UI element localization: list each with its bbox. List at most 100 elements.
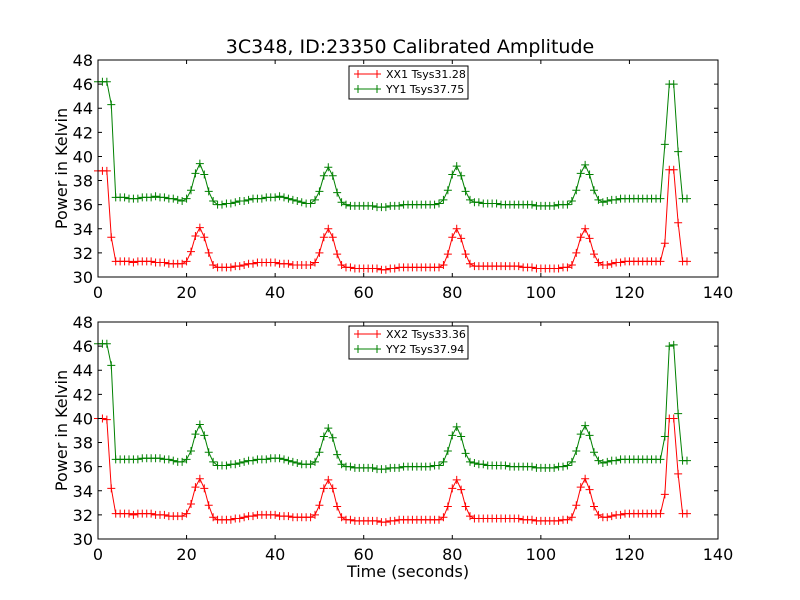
- data-point-marker: [373, 516, 381, 525]
- data-point-marker: [102, 77, 111, 86]
- data-point-marker: [133, 455, 142, 464]
- data-point-marker: [461, 187, 470, 196]
- data-point-marker: [435, 515, 443, 524]
- data-point-marker: [333, 450, 342, 459]
- data-point-marker: [337, 460, 346, 469]
- x-tick-label: 100: [526, 545, 557, 564]
- data-point-marker: [443, 446, 452, 455]
- data-point-marker: [567, 197, 576, 206]
- data-point-marker: [514, 514, 523, 523]
- data-point-marker: [195, 223, 204, 232]
- data-point-marker: [191, 483, 200, 492]
- data-point-marker: [319, 171, 328, 180]
- data-point-marker: [209, 513, 218, 522]
- data-point-marker: [204, 187, 213, 196]
- data-point-marker: [182, 509, 191, 518]
- x-tick-label: 80: [442, 545, 462, 564]
- data-point-marker: [461, 250, 470, 259]
- data-point-marker: [563, 515, 572, 524]
- data-point-marker: [293, 197, 302, 206]
- data-point-marker: [249, 259, 257, 268]
- data-point-marker: [160, 258, 169, 267]
- data-point-marker: [187, 446, 195, 455]
- data-point-marker: [324, 475, 333, 484]
- data-point-marker: [129, 258, 138, 267]
- data-point-marker: [337, 513, 346, 522]
- data-point-marker: [669, 340, 678, 349]
- data-point-marker: [390, 516, 399, 525]
- data-point-marker: [315, 187, 324, 196]
- data-point-marker: [598, 459, 607, 468]
- y-tick-label: 46: [73, 337, 93, 356]
- data-point-marker: [563, 263, 572, 272]
- data-point-marker: [324, 424, 333, 433]
- data-point-marker: [452, 224, 461, 233]
- data-point-marker: [125, 509, 133, 518]
- data-point-marker: [271, 258, 280, 267]
- bottom-axes: 0 20 40 60 80 100 120 140 30 32 34 36 38 40 42 44 46 48 Po…: [52, 313, 733, 581]
- data-point-marker: [147, 509, 156, 518]
- data-point-marker: [594, 456, 603, 465]
- data-point-marker: [448, 484, 457, 493]
- data-point-marker: [306, 460, 315, 469]
- data-point-marker: [226, 515, 235, 524]
- data-point-marker: [594, 258, 603, 267]
- data-point-marker: [669, 414, 678, 423]
- data-point-marker: [328, 433, 337, 442]
- legend-marker: [354, 85, 381, 93]
- data-point-marker: [443, 250, 452, 259]
- data-point-marker: [603, 513, 612, 522]
- data-point-marker: [262, 455, 271, 464]
- y-axis-label: Power in Kelvin: [52, 108, 71, 229]
- data-point-marker: [284, 512, 293, 521]
- data-point-marker: [479, 460, 488, 469]
- data-point-marker: [452, 475, 461, 484]
- data-point-marker: [147, 193, 156, 202]
- data-point-marker: [102, 339, 111, 348]
- data-point-marker: [448, 233, 457, 242]
- y-tick-label: 42: [73, 123, 93, 142]
- data-point-marker: [328, 484, 337, 493]
- data-point-marker: [182, 257, 191, 266]
- data-point-marker: [590, 250, 598, 259]
- y-tick-label: 30: [73, 268, 93, 287]
- data-point-marker: [187, 500, 195, 509]
- data-point-marker: [590, 186, 598, 195]
- x-tick-label: 80: [442, 283, 462, 302]
- y-tick-label: 38: [73, 172, 93, 191]
- data-point-marker: [395, 201, 404, 210]
- y-tick-label: 46: [73, 75, 93, 94]
- data-point-marker: [435, 199, 443, 208]
- data-point-marker: [572, 446, 581, 455]
- data-point-marker: [200, 170, 209, 179]
- data-point-marker: [306, 199, 315, 208]
- data-point-marker: [333, 502, 342, 511]
- data-point-marker: [319, 484, 328, 493]
- data-point-marker: [550, 463, 559, 472]
- data-point-marker: [594, 510, 603, 519]
- data-point-marker: [603, 197, 612, 206]
- data-point-marker: [368, 201, 377, 210]
- data-point-marker: [209, 457, 218, 466]
- legend-box: [348, 325, 469, 360]
- data-point-marker: [249, 512, 257, 521]
- data-point-marker: [240, 197, 249, 206]
- data-point-marker: [594, 195, 603, 204]
- data-point-marker: [311, 457, 319, 466]
- data-point-marker: [107, 100, 116, 109]
- x-tick-label: 60: [354, 283, 374, 302]
- data-point-marker: [178, 512, 187, 521]
- data-point-marker: [271, 193, 280, 202]
- data-point-marker: [125, 257, 133, 266]
- data-point-marker: [452, 162, 461, 171]
- data-point-marker: [435, 461, 443, 470]
- data-point-marker: [683, 456, 691, 465]
- data-point-marker: [288, 457, 297, 466]
- data-point-marker: [120, 193, 129, 202]
- data-point-marker: [457, 171, 466, 180]
- data-point-marker: [669, 80, 678, 89]
- x-tick-label: 20: [176, 283, 196, 302]
- data-point-marker: [293, 459, 302, 468]
- data-point-marker: [160, 193, 169, 202]
